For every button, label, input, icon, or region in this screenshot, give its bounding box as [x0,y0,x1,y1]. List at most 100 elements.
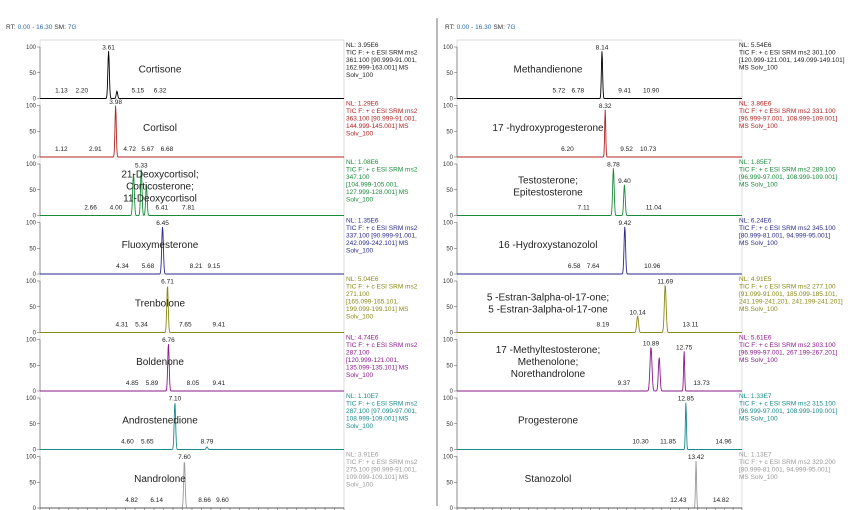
peak-rt-label: 7.11 [578,205,591,212]
srm-info-line: Solv_100 [346,131,373,138]
y-tick-label: 100 [443,162,454,168]
peak-rt-label: 8.14 [596,45,609,52]
y-tick-label: 50 [29,305,36,311]
y-tick-label: 0 [33,331,37,337]
peak-rt-label: 2.91 [89,146,102,153]
peak-rt-label: 10.73 [640,146,657,153]
srm-info-line: TIC F: + c ESI SRM ms2 [346,108,418,115]
y-tick-label: 50 [446,363,453,369]
peak-rt-label: 12.43 [670,497,687,504]
srm-info-line: 108.999-109.001] MS [346,416,409,423]
trace-line [457,402,742,450]
srm-info-line: TIC F: + c ESI SRM ms2 [346,342,418,349]
srm-info-line: 287.100 [97.099-97.001, [346,408,417,415]
trace-panel: 0 50 100 9.37 10.89 12.75 13.73 17 -Methyltesto… [443,335,838,396]
header-sm-label: SM: [493,24,505,31]
peak-rt-label: 6.32 [154,88,167,95]
srm-info-line: 242.099-242.101] MS [346,240,409,247]
peak-rt-label: 9.41 [212,322,225,329]
y-tick-label: 0 [450,506,454,510]
y-tick-label: 100 [443,279,454,285]
srm-info-line: [120.999-121.001, [346,357,399,364]
y-tick-label: 50 [29,129,36,135]
compound-name: 16 -Hydroxystanozolol [499,240,598,251]
peak-rt-label: 11.04 [646,205,662,212]
srm-info-line: Solv_100 [346,423,373,430]
srm-info-line: 162.999-163.001] MS [346,65,409,72]
y-tick-label: 0 [450,272,454,278]
srm-info-line: TIC F: + c ESI SRM ms2 315.100 [739,401,836,408]
peak-rt-label: 8.79 [201,439,214,446]
y-tick-label: 0 [450,331,454,337]
y-tick-label: 0 [450,448,454,454]
peak-rt-label: 9.60 [216,497,229,504]
y-tick-label: 50 [446,188,453,194]
compound-name: Methenolone; [518,357,579,368]
y-tick-label: 100 [26,279,37,285]
trace-panel: 0 50 100 2.66 4.00 5.33 6.41 7.81 21-Deoxycortis… [26,159,418,220]
srm-info-line: Solv_100 [346,197,373,204]
y-tick-label: 50 [446,246,453,252]
y-tick-label: 50 [446,71,453,77]
peak-rt-label: 4.85 [126,380,139,387]
trace-panel: 0 50 100 6.58 7.64 9.42 10.96 16 -Hydroxystanoz… [443,218,836,279]
peak-rt-label: 1.12 [55,146,68,153]
peak-rt-label: 5.68 [142,263,155,270]
peak-rt-label: 6.14 [150,497,163,504]
y-tick-label: 100 [443,221,454,227]
srm-info-line: MS Solv_100 [739,123,778,130]
peak-rt-label: 7.81 [182,205,195,212]
peak-rt-label: 12.85 [678,396,695,403]
peak-rt-label: 11.85 [660,439,676,446]
trace-panel: 0 50 100 7.11 8.78 9.40 11.04 Testosterone;Epit… [443,159,838,220]
peak-rt-label: 9.52 [620,146,633,153]
peak-rt-label: 2.66 [84,205,97,212]
srm-info-line: 275.100 [90.999-91.001, [346,467,417,474]
srm-info-line: [91.099-91.001, 185.099-185.101, [739,291,838,298]
compound-name: Trenbolone [135,298,186,309]
srm-info-line: MS Solv_100 [739,240,778,247]
peak-rt-label: 6.78 [571,88,584,95]
y-tick-label: 50 [446,422,453,428]
y-tick-label: 0 [33,155,37,161]
y-tick-label: 100 [443,338,454,344]
peak-rt-label: 5.15 [132,88,145,95]
peak-rt-label: 6.41 [155,205,168,212]
peak-rt-label: 9.37 [618,380,631,387]
srm-info-line: TIC F: + c ESI SRM ms2 [346,459,418,466]
srm-info-line: MS Solv_100 [739,357,778,364]
nl-value: NL: 1.29E6 [346,101,379,108]
y-tick-label: 50 [29,188,36,194]
srm-info-line: MS Solv_100 [739,416,778,423]
peak-rt-label: 5.67 [141,146,154,153]
peak-rt-label: 8.78 [607,162,620,169]
trace-panel: 0 50 100 4.31 5.34 6.71 7.65 9.41 Trenbolone NL: … [26,276,418,337]
peak-rt-label: 13.73 [693,380,710,387]
peak-rt-label: 5.89 [146,380,159,387]
peak-rt-label: 8.05 [187,380,200,387]
compound-name: Boldenone [136,357,184,368]
peak-rt-label: 2.20 [75,88,88,95]
y-tick-label: 100 [26,396,37,402]
nl-value: NL: 5.61E6 [739,335,772,342]
nl-value: NL: 3.95E6 [346,42,379,49]
compound-name: Cortisone [139,64,182,75]
peak-rt-label: 6.76 [162,337,175,344]
peak-rt-label: 9.41 [212,380,225,387]
trace-panel: 0 50 100 1.12 2.91 3.98 4.72 5.67 6.68 Cortisol NL… [26,99,418,161]
srm-info-line: 337.100 [90.999-91.001, [346,233,417,240]
srm-info-line: TIC F: + c ESI SRM ms2 277.100 [739,284,836,291]
trace-panel: 0 50 100 4.85 5.89 6.76 8.05 9.41 Boldenone NL: 4… [26,335,418,396]
peak-rt-label: 7.65 [179,322,192,329]
srm-info-line: TIC F: + c ESI SRM ms2 303.100 [739,342,836,349]
trace-line [457,109,742,158]
compound-name: Fluoxymesterone [122,240,199,251]
compound-name: Androstenedione [122,415,198,426]
trace-line [40,169,344,216]
trace-panel: 0 50 100 4.34 5.68 6.45 8.21 9.15 Fluoxymesteron… [26,218,418,279]
y-tick-label: 100 [443,104,454,110]
trace-line [40,403,344,450]
rt-header: RT: 0.00 - 16.30 SM: 7G [6,24,77,31]
peak-rt-label: 5.34 [135,322,148,329]
nl-value: NL: 5.54E6 [739,42,772,49]
